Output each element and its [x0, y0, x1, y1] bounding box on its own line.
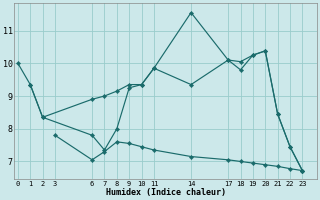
X-axis label: Humidex (Indice chaleur): Humidex (Indice chaleur) [106, 188, 226, 197]
